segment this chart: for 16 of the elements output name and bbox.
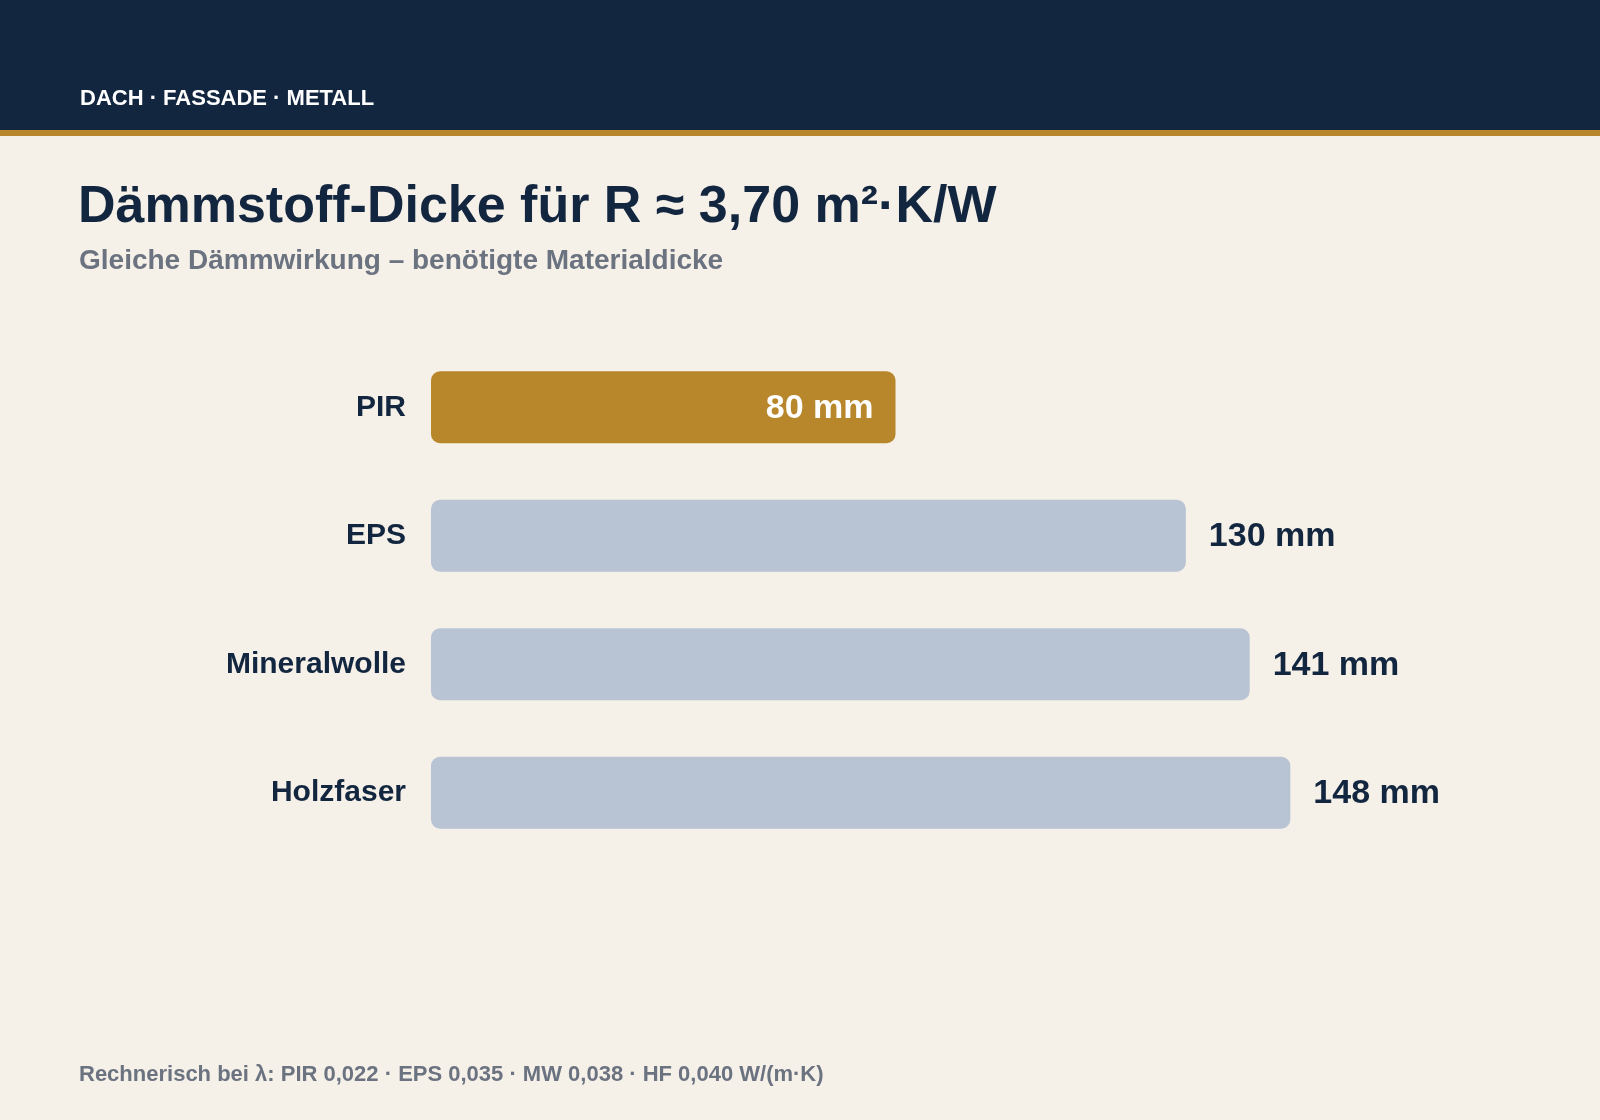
data-label: 80 mm: [765, 386, 874, 425]
y-tick-label: PIR: [355, 388, 407, 422]
bar: [431, 756, 1291, 829]
bar: [431, 628, 1250, 701]
y-tick-label: EPS: [345, 517, 406, 551]
data-label: 148 mm: [1313, 772, 1440, 811]
data-label: 141 mm: [1272, 643, 1400, 682]
data-label: 130 mm: [1208, 515, 1336, 554]
chart-title: Dämmstoff-Dicke für R ≈ 3,70 m²·K/W: [78, 174, 997, 234]
bar: [431, 371, 896, 444]
y-tick-label: Holzfaser: [270, 774, 407, 808]
chart-subtitle: Gleiche Dämmwirkung – benötigte Materialdicke: [79, 244, 724, 276]
text: DACH · FASSADE · METALL: [80, 85, 375, 111]
text: Rechnerisch bei λ: PIR 0,022 · EPS 0,035 · MW 0,038 · HF 0,040 W/(m·K): [79, 1061, 824, 1087]
bar: [431, 499, 1186, 572]
y-tick-label: Mineralwolle: [225, 645, 406, 679]
